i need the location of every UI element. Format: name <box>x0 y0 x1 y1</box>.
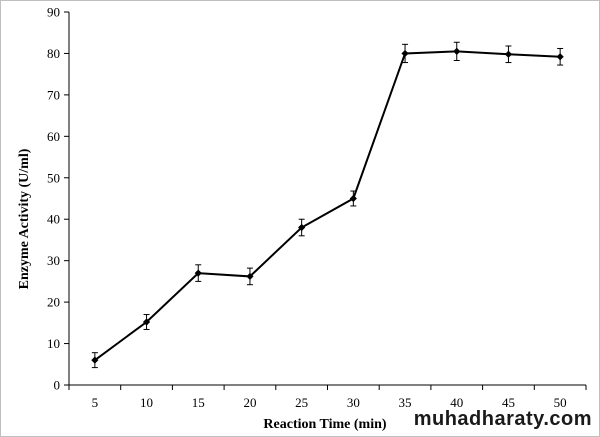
y-axis-title: Enzyme Activity (U/ml) <box>17 148 32 289</box>
y-tick-label: 70 <box>47 87 60 102</box>
x-axis-title: Reaction Time (min) <box>263 417 386 432</box>
data-point <box>298 223 306 232</box>
y-tick-label: 90 <box>47 5 60 20</box>
y-tick-label: 40 <box>47 212 60 227</box>
y-tick-label: 50 <box>47 170 60 185</box>
data-point <box>453 47 461 55</box>
x-axis: 5 10 15 20 25 30 35 40 45 50 <box>68 384 587 410</box>
watermark-logo: muhadharaty.com <box>413 408 592 430</box>
x-tick-label: 45 <box>502 395 515 410</box>
x-tick-label: 25 <box>295 395 308 410</box>
data-point <box>401 49 409 58</box>
data-point <box>349 194 357 203</box>
x-tick-label: 40 <box>450 395 463 410</box>
data-point <box>142 318 151 326</box>
y-tick-label: 30 <box>47 253 60 268</box>
x-tick-label: 35 <box>399 395 412 410</box>
y-tick-label: 10 <box>47 336 60 351</box>
data-point <box>246 272 254 281</box>
data-point <box>91 356 99 364</box>
data-point <box>194 269 202 277</box>
y-tick-label: 60 <box>47 129 60 144</box>
series-enzyme-activity <box>91 41 564 369</box>
data-point <box>504 50 513 58</box>
x-tick-label: 15 <box>192 395 205 410</box>
x-tick-label: 30 <box>347 395 360 410</box>
y-tick-label: 80 <box>47 46 60 61</box>
x-tick-label: 50 <box>554 395 567 410</box>
x-tick-label: 10 <box>140 395 153 410</box>
data-point <box>556 53 564 61</box>
series-line <box>94 50 561 361</box>
y-axis: 0 10 20 30 40 50 60 70 80 90 <box>47 5 70 393</box>
x-tick-label: 5 <box>92 395 99 410</box>
y-tick-label: 0 <box>54 378 61 393</box>
x-tick-label: 20 <box>243 395 256 410</box>
y-tick-label: 20 <box>47 295 60 310</box>
